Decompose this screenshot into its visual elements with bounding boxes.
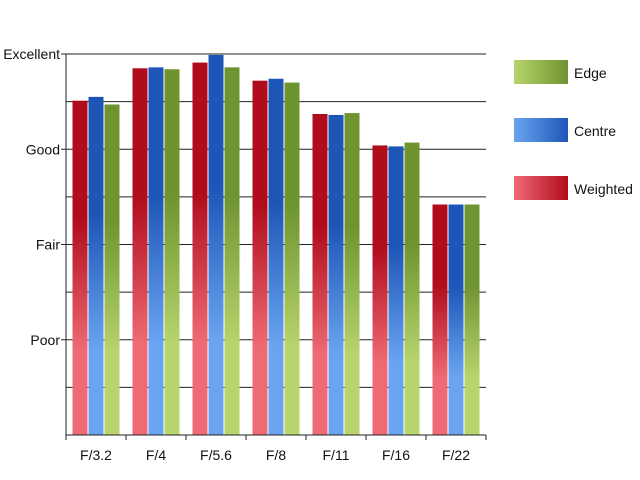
x-tick-label: F/3.2 — [80, 447, 112, 463]
bar-centre-f4 — [148, 67, 164, 436]
x-tick-label: F/5.6 — [200, 447, 232, 463]
y-tick-label: Good — [26, 141, 60, 157]
bar-edge-f22 — [464, 204, 480, 435]
x-tick-label: F/16 — [382, 447, 410, 463]
bar-weighted-f3.2 — [72, 100, 88, 436]
y-tick-label: Fair — [36, 237, 60, 253]
bar-edge-f16 — [404, 142, 420, 435]
bar-weighted-f5.6 — [192, 62, 208, 435]
x-tick-label: F/22 — [442, 447, 470, 463]
bar-edge-f8 — [284, 82, 300, 435]
y-tick-label: Poor — [30, 332, 60, 348]
legend: Edge Centre Weighted — [514, 60, 633, 200]
bar-weighted-f8 — [252, 80, 268, 436]
legend-swatch-centre — [514, 118, 568, 142]
bar-weighted-f11 — [312, 114, 328, 435]
bar-weighted-f22 — [432, 204, 448, 435]
bar-weighted-f4 — [132, 68, 148, 435]
y-tick-label: Excellent — [3, 46, 60, 62]
bar-centre-f16 — [388, 146, 404, 435]
bar-centre-f8 — [268, 78, 284, 435]
bar-centre-f22 — [448, 204, 464, 435]
x-tick-label: F/4 — [146, 447, 166, 463]
legend-swatch-edge — [514, 60, 568, 84]
bar-edge-f5.6 — [224, 67, 240, 436]
axes: F/3.2 F/4 F/5.6 F/8 F/11 F/16 F/22 Excellent Goo… — [3, 46, 487, 463]
legend-label-centre: Centre — [574, 123, 616, 139]
bar-edge-f4 — [164, 69, 180, 436]
x-tick-label: F/8 — [266, 447, 286, 463]
bars — [72, 54, 480, 436]
legend-label-weighted: Weighted — [574, 181, 633, 197]
bar-centre-f11 — [328, 114, 344, 436]
bar-edge-f3.2 — [104, 104, 120, 436]
x-tick-label: F/11 — [323, 447, 350, 463]
bar-centre-f5.6 — [208, 54, 224, 435]
bar-centre-f3.2 — [88, 96, 104, 436]
bar-edge-f11 — [344, 113, 360, 436]
bar-weighted-f16 — [372, 145, 388, 435]
legend-label-edge: Edge — [574, 65, 607, 81]
legend-swatch-weighted — [514, 176, 568, 200]
